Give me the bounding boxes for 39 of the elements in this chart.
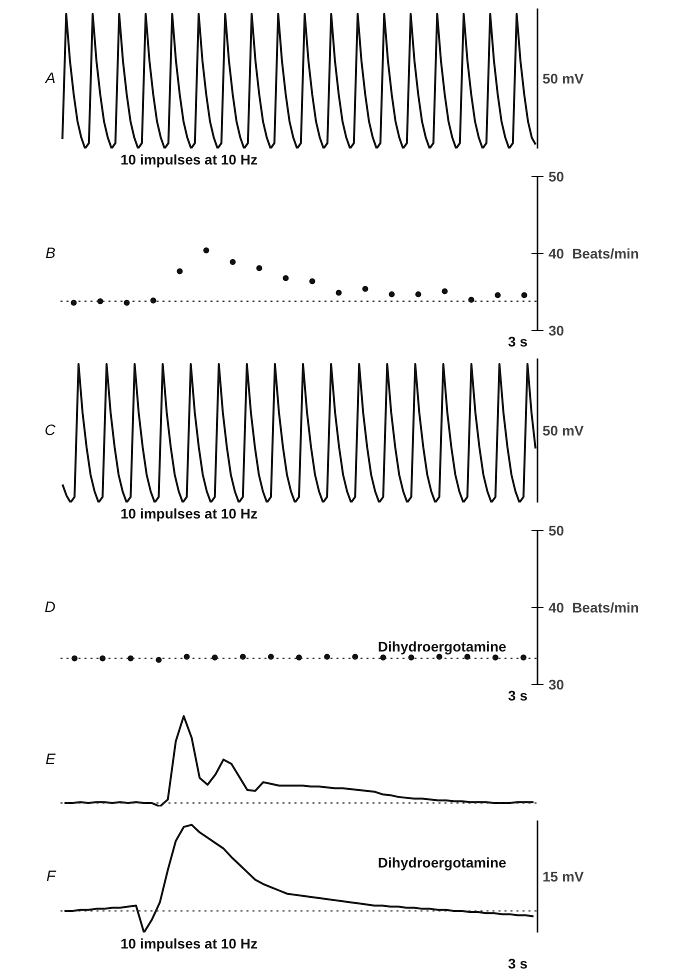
annotation: Dihydroergotamine — [378, 638, 506, 654]
y-axis-title: 15 mV — [542, 868, 584, 884]
point — [282, 275, 289, 282]
y-tick-label: 40 — [548, 246, 564, 262]
point — [97, 298, 104, 304]
point — [256, 265, 262, 272]
text: 3 s — [508, 334, 528, 350]
y-axis-title: Beats/min — [572, 600, 639, 616]
text: C — [44, 422, 56, 439]
y-tick-label: 50 — [548, 522, 564, 538]
y-tick-label: 30 — [548, 676, 564, 692]
text: F — [46, 868, 56, 885]
y-tick-label: 50 — [548, 168, 564, 184]
text: 3 s — [508, 688, 528, 704]
text: E — [45, 751, 56, 768]
point — [176, 268, 183, 274]
text: A — [44, 70, 56, 87]
point — [415, 291, 422, 298]
text: 10 impulses at 10 Hz — [120, 936, 258, 952]
y-tick-label: 40 — [548, 600, 564, 616]
point — [494, 292, 501, 298]
text: B — [45, 245, 56, 262]
point — [230, 258, 236, 265]
point — [203, 247, 210, 254]
annotation: Dihydroergotamine — [378, 854, 506, 870]
point — [309, 278, 316, 284]
y-axis-title: 50 mV — [542, 70, 584, 86]
text: 3 s — [508, 956, 528, 972]
point — [362, 286, 368, 292]
y-axis-title: 50 mV — [542, 422, 584, 438]
point — [388, 291, 395, 298]
point — [442, 288, 448, 294]
y-axis-title: Beats/min — [572, 246, 639, 262]
text: 10 impulses at 10 Hz — [120, 152, 258, 168]
text: D — [44, 599, 56, 616]
y-tick-label: 30 — [548, 322, 564, 338]
point — [336, 290, 342, 296]
point — [521, 292, 528, 298]
text: 10 impulses at 10 Hz — [120, 506, 258, 522]
